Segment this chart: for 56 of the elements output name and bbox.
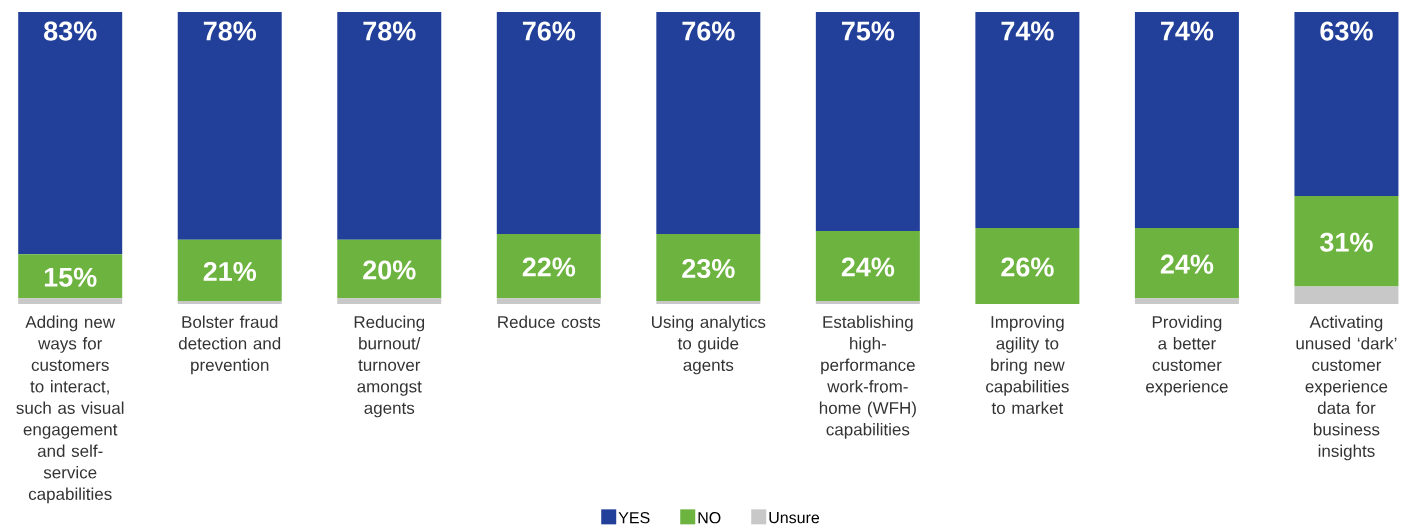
bar — [656, 11, 761, 234]
data-label: 78% — [203, 21, 257, 41]
bar — [18, 298, 123, 304]
bar — [815, 301, 920, 304]
bar — [656, 301, 761, 304]
data-label: 76% — [522, 21, 576, 41]
data-label: 20% — [363, 260, 416, 280]
data-label: 26% — [1001, 257, 1054, 277]
x-tick-label: Using analytics to guide agents — [652, 315, 766, 375]
bar — [1134, 228, 1239, 299]
bar — [496, 298, 601, 304]
bar — [1294, 286, 1399, 304]
bar — [177, 239, 282, 302]
bar — [975, 228, 1080, 304]
data-label: 24% — [1160, 254, 1214, 274]
data-label: 15% — [44, 267, 97, 287]
bar — [177, 11, 282, 240]
data-label: 63% — [1320, 21, 1373, 41]
data-label: 22% — [522, 257, 576, 277]
bar — [1294, 195, 1399, 287]
bar — [1134, 298, 1239, 304]
category-label: Adding new ways for customers to interact, such as visual engagement and self-service capabilities — [16, 315, 124, 504]
data-label: 83% — [44, 21, 97, 41]
x-tick-label: Activating unused ‘dark’ customer experience data for business insights — [1296, 315, 1397, 461]
legend-label: Unsure — [769, 512, 820, 524]
bar — [496, 233, 601, 299]
bar — [1294, 11, 1399, 196]
x-tick-label: Establishing high-performance work-from-home (WFH) capabilities — [819, 315, 916, 439]
data-label: 23% — [682, 258, 735, 279]
data-label: 31% — [1320, 232, 1373, 252]
bar — [18, 254, 123, 299]
data-label: 74% — [1001, 21, 1054, 41]
x-tick-label: Improving agility to bring new capabilities to market — [986, 315, 1069, 415]
data-label: 78% — [363, 21, 416, 41]
legend-label: NO — [698, 512, 721, 524]
bar — [177, 301, 282, 304]
x-tick-label: Reducing burnout/ turnover amongst agents — [354, 315, 425, 418]
x-tick-label: Providing a better customer experience — [1146, 315, 1228, 396]
data-label: 74% — [1161, 21, 1214, 41]
bar — [18, 11, 123, 255]
bar — [815, 230, 920, 302]
bar — [337, 11, 442, 240]
bar — [975, 11, 1080, 229]
data-label: 21% — [203, 261, 257, 281]
bar — [656, 233, 761, 302]
bar — [496, 11, 601, 234]
bar — [1134, 11, 1239, 229]
data-label: 76% — [682, 21, 735, 41]
bar — [337, 298, 442, 304]
x-tick-label: Bolster fraud detection and prevention — [178, 315, 281, 375]
x-tick-label: Reduce costs — [498, 315, 601, 329]
data-label: 24% — [841, 257, 895, 277]
bar — [815, 11, 920, 231]
bar — [337, 239, 442, 299]
legend-label: YES — [618, 512, 650, 524]
data-label: 75% — [841, 21, 895, 41]
